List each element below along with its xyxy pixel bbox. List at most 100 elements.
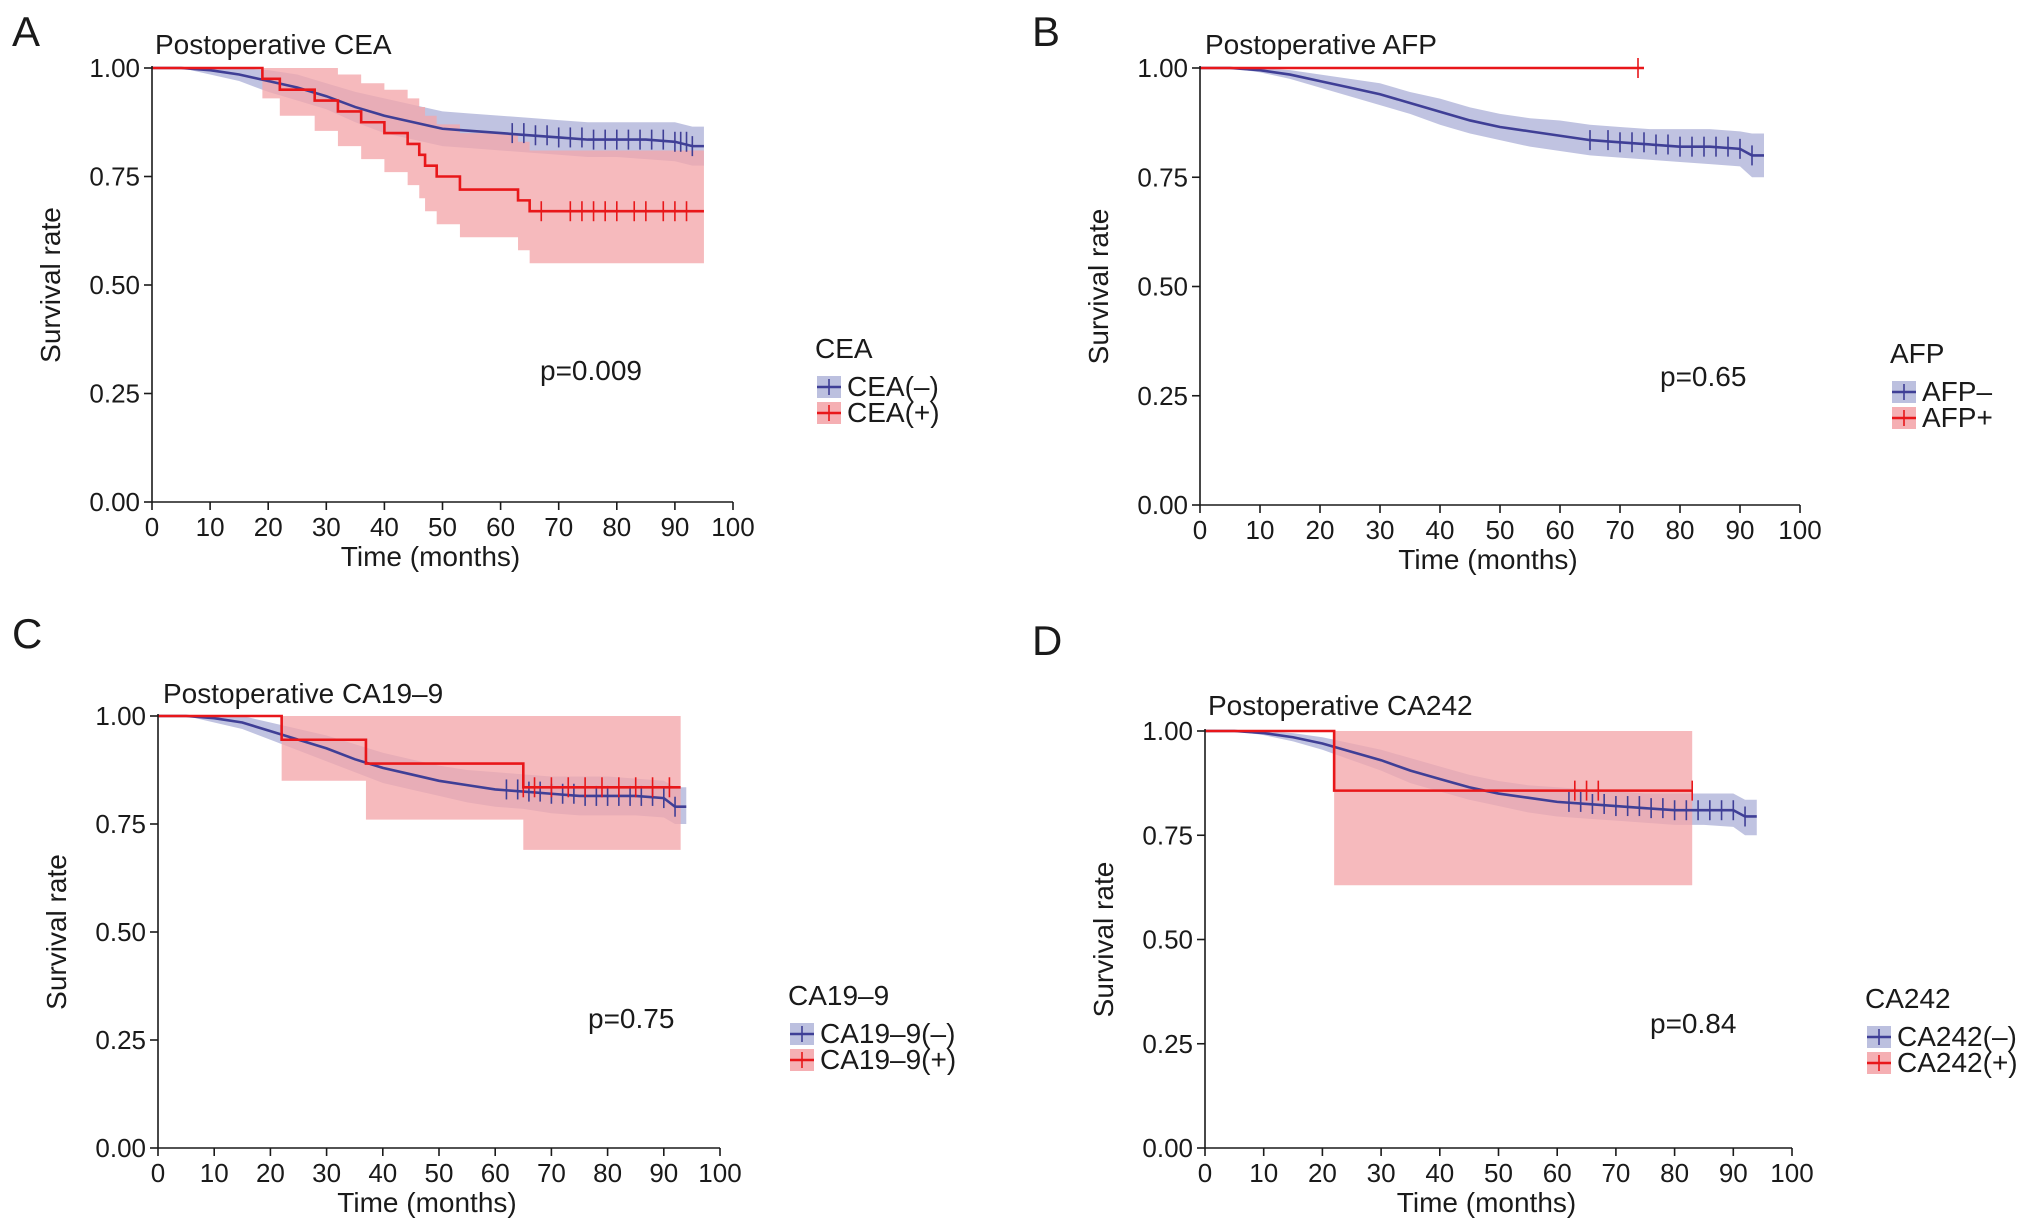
x-tick-label: 40: [1426, 515, 1455, 545]
panel-a: A Postoperative CEA 0 10 20 30 40 50 60 70 80 90 100…: [12, 8, 940, 572]
chart-title: Postoperative CA242: [1208, 690, 1473, 721]
y-tick-label: 1.00: [1137, 53, 1188, 83]
x-axis-label: Time (months): [341, 541, 520, 572]
x-tick-label: 20: [1306, 515, 1335, 545]
y-tick-label: 0.75: [1142, 820, 1193, 850]
x-tick-label: 0: [145, 512, 159, 542]
x-tick-label: 80: [1666, 515, 1695, 545]
legend-label: AFP+: [1922, 402, 1993, 433]
x-tick-label: 90: [1719, 1158, 1748, 1188]
panel-letter: A: [12, 8, 40, 55]
ci-band-positive: [158, 716, 681, 850]
x-tick-label: 100: [698, 1158, 741, 1188]
x-tick-label: 40: [368, 1158, 397, 1188]
chart-title: Postoperative CA19–9: [163, 678, 443, 709]
x-tick-label: 70: [544, 512, 573, 542]
x-tick-label: 100: [1778, 515, 1821, 545]
x-tick-label: 70: [1606, 515, 1635, 545]
panel-b: B Postoperative AFP 0 10 20 30 40 50 60 70 80 90 100…: [1032, 8, 1993, 575]
p-value: p=0.009: [540, 355, 642, 386]
y-tick-label: 0.50: [89, 270, 140, 300]
p-value: p=0.75: [588, 1003, 674, 1034]
x-tick-label: 30: [312, 512, 341, 542]
survival-line-negative: [152, 66, 704, 148]
y-tick-label: 1.00: [95, 701, 146, 731]
x-tick-label: 80: [593, 1158, 622, 1188]
legend-label: AFP–: [1922, 376, 1992, 407]
x-tick-label: 100: [1770, 1158, 1813, 1188]
survival-line-negative: [158, 714, 687, 809]
survival-line-negative: [1205, 729, 1757, 818]
x-tick-label: 40: [370, 512, 399, 542]
y-tick-label: 0.00: [95, 1133, 146, 1163]
x-tick-label: 10: [200, 1158, 229, 1188]
x-tick-label: 30: [1366, 515, 1395, 545]
legend-label: CEA(+): [847, 397, 940, 428]
x-tick-label: 50: [1484, 1158, 1513, 1188]
panel-letter: D: [1032, 617, 1062, 664]
y-tick-label: 0.00: [1142, 1133, 1193, 1163]
legend-label: CA242(–): [1897, 1021, 2017, 1052]
x-axis-label: Time (months): [1397, 1187, 1576, 1218]
x-axis-label: Time (months): [1398, 544, 1577, 575]
x-tick-label: 100: [711, 512, 754, 542]
y-tick-label: 0.50: [1137, 272, 1188, 302]
legend-title: CA19–9: [788, 980, 889, 1011]
legend: AFP AFP–AFP+: [1890, 338, 1993, 433]
x-tick-label: 20: [1308, 1158, 1337, 1188]
y-axis-label: Survival rate: [1088, 862, 1119, 1018]
x-tick-label: 30: [312, 1158, 341, 1188]
ci-band-positive: [1205, 731, 1693, 886]
survival-line-positive: [152, 66, 704, 213]
y-axis-label: Survival rate: [41, 854, 72, 1010]
x-tick-label: 50: [428, 512, 457, 542]
chart-title: Postoperative CEA: [155, 29, 392, 60]
x-tick-label: 90: [649, 1158, 678, 1188]
y-tick-label: 0.00: [1137, 490, 1188, 520]
legend-label: CA19–9(–): [820, 1018, 955, 1049]
x-tick-label: 60: [481, 1158, 510, 1188]
survival-line-negative: [1200, 66, 1764, 157]
x-tick-label: 0: [1198, 1158, 1212, 1188]
p-value: p=0.84: [1650, 1008, 1736, 1039]
x-tick-label: 0: [1193, 515, 1207, 545]
x-tick-label: 30: [1367, 1158, 1396, 1188]
x-tick-label: 80: [602, 512, 631, 542]
legend: CEA CEA(–)CEA(+): [815, 333, 940, 428]
y-tick-label: 0.25: [1142, 1029, 1193, 1059]
legend-title: CEA: [815, 333, 873, 364]
x-tick-label: 40: [1425, 1158, 1454, 1188]
x-tick-label: 90: [660, 512, 689, 542]
y-tick-label: 0.50: [1142, 925, 1193, 955]
y-tick-label: 0.75: [95, 809, 146, 839]
panel-letter: B: [1032, 8, 1060, 55]
y-tick-label: 0.50: [95, 917, 146, 947]
y-axis-label: Survival rate: [35, 207, 66, 363]
x-tick-label: 70: [537, 1158, 566, 1188]
legend: CA19–9 CA19–9(–)CA19–9(+): [788, 980, 956, 1075]
x-tick-label: 70: [1601, 1158, 1630, 1188]
y-tick-label: 0.25: [89, 379, 140, 409]
panel-d: D Postoperative CA242 0 10 20 30 40 50 60 70 80 90 1…: [1032, 617, 2018, 1218]
x-tick-label: 60: [1543, 1158, 1572, 1188]
legend: CA242 CA242(–)CA242(+): [1865, 983, 2018, 1078]
y-tick-label: 1.00: [89, 53, 140, 83]
x-tick-label: 50: [1486, 515, 1515, 545]
x-tick-label: 20: [254, 512, 283, 542]
x-axis-label: Time (months): [337, 1187, 516, 1218]
x-tick-label: 80: [1660, 1158, 1689, 1188]
x-tick-label: 10: [1246, 515, 1275, 545]
x-tick-label: 0: [151, 1158, 165, 1188]
x-tick-label: 90: [1726, 515, 1755, 545]
panel-c: C Postoperative CA19–9 0 10 20 30 40 50 60 70 80 90…: [12, 610, 956, 1218]
y-tick-label: 1.00: [1142, 716, 1193, 746]
x-tick-label: 50: [425, 1158, 454, 1188]
x-tick-label: 60: [1546, 515, 1575, 545]
x-tick-label: 20: [256, 1158, 285, 1188]
y-tick-label: 0.25: [1137, 381, 1188, 411]
y-axis-label: Survival rate: [1083, 209, 1114, 365]
y-tick-label: 0.25: [95, 1025, 146, 1055]
legend-title: CA242: [1865, 983, 1951, 1014]
y-tick-label: 0.00: [89, 487, 140, 517]
x-tick-label: 60: [486, 512, 515, 542]
